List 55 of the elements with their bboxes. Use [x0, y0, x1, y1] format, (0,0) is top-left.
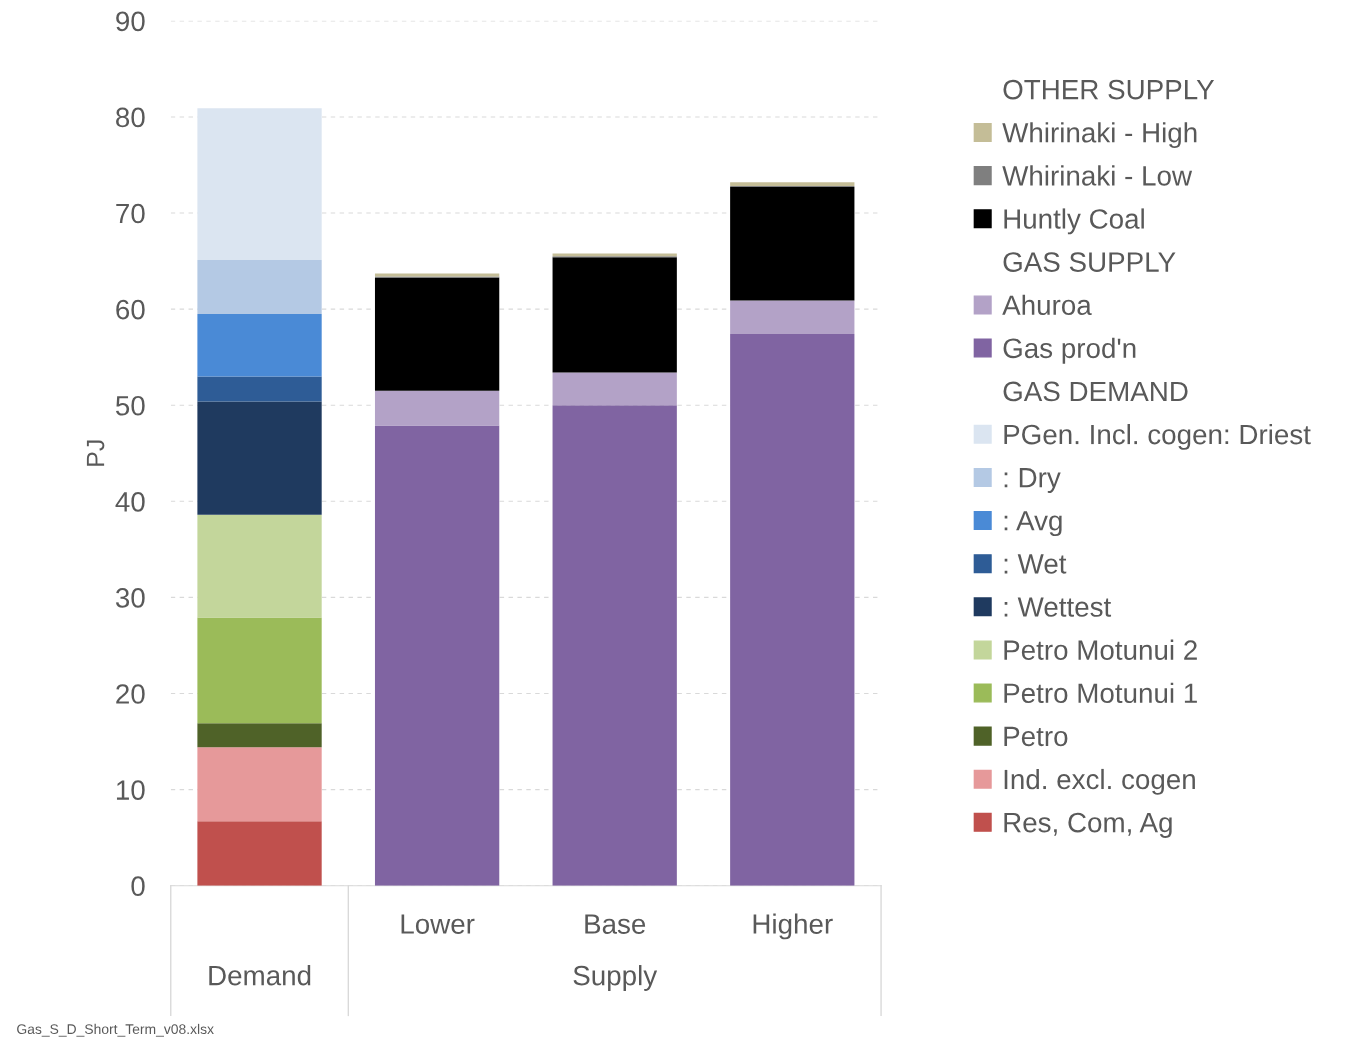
legend-label: Ahuroa — [1002, 294, 1092, 316]
y-axis-title: PJ — [86, 440, 105, 466]
y-tick-label: 0 — [131, 876, 145, 897]
bar — [197, 723, 322, 748]
bar — [197, 401, 322, 515]
bar — [197, 313, 322, 377]
legend-label: Huntly Coal — [1004, 208, 1144, 235]
x-tick-label: Higher — [753, 913, 833, 940]
y-tick-label: 70 — [116, 203, 145, 224]
legend-label: Petro — [1004, 726, 1068, 747]
legend-label: Whirinaki - Low — [1002, 165, 1193, 186]
y-tick-label: 30 — [115, 588, 145, 608]
bar — [374, 390, 500, 426]
text: Demand — [209, 965, 311, 986]
bar — [730, 187, 855, 301]
bar — [374, 425, 500, 886]
text: GAS SUPPLY — [1003, 252, 1176, 272]
y-tick-label: 90 — [116, 11, 145, 32]
x-tick-label: Base — [585, 914, 646, 934]
legend-label: : Avg — [1004, 511, 1062, 537]
y-tick-label: 50 — [115, 395, 145, 416]
legend-label: : Wet — [1004, 554, 1067, 574]
legend-label: : Dry — [1004, 468, 1061, 493]
legend-label: Petro Motunui 2 — [1004, 639, 1197, 660]
y-tick-label: 80 — [116, 107, 145, 128]
text: GAS DEMAND — [1003, 381, 1188, 402]
bar — [730, 334, 855, 886]
legend-label: : Wettest — [1004, 597, 1112, 617]
bar — [197, 108, 322, 261]
x-tick-label: Lower — [401, 914, 475, 934]
legend-label: Res, Com, Ag — [1004, 812, 1172, 838]
bar — [552, 257, 677, 373]
y-tick-label: 10 — [116, 780, 145, 800]
y-tick-label: 20 — [116, 684, 145, 704]
bar — [730, 182, 855, 187]
bar — [197, 617, 322, 724]
legend-label: PGen. Incl. cogen: Driest — [1004, 423, 1311, 450]
legend-label: Whirinaki - High — [1002, 122, 1197, 149]
bar — [197, 376, 322, 402]
bar — [197, 260, 322, 314]
text: OTHER SUPPLY — [1003, 79, 1215, 100]
bar — [374, 277, 500, 391]
text: Supply — [573, 965, 658, 991]
legend-label: Petro Motunui 1 — [1004, 682, 1197, 704]
text: Gas_S_D_Short_Term_v08.xlsx — [17, 1023, 214, 1037]
legend-label: Ind. excl. cogen — [1004, 768, 1195, 795]
bar — [730, 300, 855, 335]
bar — [197, 514, 322, 618]
bar — [197, 821, 322, 886]
y-tick-label: 60 — [116, 299, 145, 320]
bar — [197, 747, 322, 822]
legend-label: Gas prod'n — [1003, 337, 1136, 364]
y-tick-label: 40 — [115, 491, 145, 512]
bar — [552, 372, 677, 406]
bar — [552, 405, 677, 886]
